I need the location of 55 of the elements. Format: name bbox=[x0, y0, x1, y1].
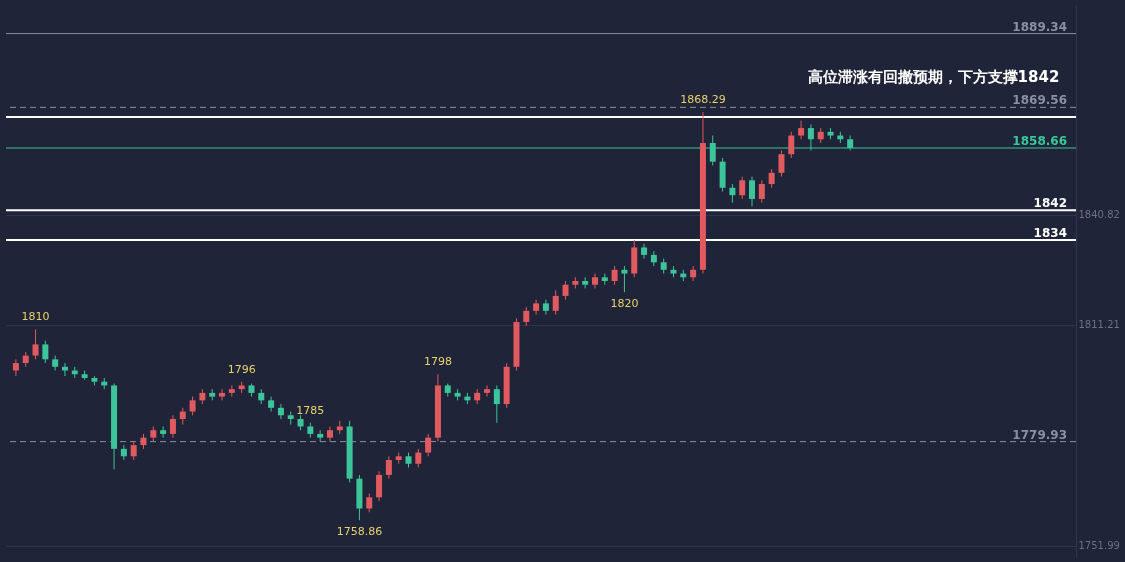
candlestick bbox=[326, 425, 333, 442]
candlestick bbox=[169, 414, 176, 439]
ref-line-label: 1889.34 bbox=[1012, 19, 1067, 34]
candlestick bbox=[768, 168, 775, 189]
candlestick bbox=[739, 176, 746, 200]
annotation: 1868.29 bbox=[680, 93, 726, 107]
ref-line-label: 1842 bbox=[1033, 196, 1067, 211]
candlestick bbox=[798, 120, 805, 140]
candlestick bbox=[160, 425, 167, 439]
annotation: 1810 bbox=[21, 310, 50, 324]
ref-line-label: 1869.56 bbox=[1012, 93, 1067, 108]
ref-line-label: 1858.66 bbox=[1012, 134, 1067, 148]
annotation: 1820 bbox=[610, 297, 639, 311]
y-tick-label: 1751.99 bbox=[1078, 540, 1120, 552]
candlestick bbox=[542, 299, 549, 316]
candlestick bbox=[385, 455, 392, 480]
annotation: 1785 bbox=[296, 403, 325, 417]
candlestick bbox=[268, 396, 275, 413]
y-tick-label: 1840.82 bbox=[1078, 209, 1120, 221]
candlestick bbox=[552, 289, 559, 316]
annotation: 1798 bbox=[423, 355, 452, 369]
candlestick bbox=[690, 265, 697, 282]
candlestick bbox=[61, 362, 68, 377]
candlestick bbox=[788, 131, 795, 159]
candlestick bbox=[621, 265, 628, 293]
candlestick bbox=[493, 384, 500, 424]
candlestick bbox=[415, 448, 422, 468]
candlestick bbox=[120, 444, 127, 461]
annotation: 1758.86 bbox=[336, 525, 383, 539]
candlestick bbox=[523, 306, 530, 327]
ref-line-label: 1779.93 bbox=[1012, 427, 1067, 442]
candlestick bbox=[758, 179, 765, 204]
text: 高位滞涨有回撤预期，下方支撑1842 bbox=[807, 68, 1060, 86]
annotation: 1796 bbox=[227, 362, 256, 376]
y-tick-label: 1811.21 bbox=[1078, 319, 1120, 331]
candlestick bbox=[12, 358, 19, 377]
candlestick bbox=[562, 280, 569, 301]
candlestick bbox=[425, 433, 432, 457]
candlestick bbox=[130, 440, 137, 461]
candlestick bbox=[277, 403, 284, 420]
candlestick bbox=[376, 470, 383, 502]
candlestick bbox=[611, 265, 618, 286]
ref-line-label: 1834 bbox=[1033, 225, 1067, 240]
candlestick bbox=[778, 149, 785, 178]
candlestick bbox=[189, 396, 196, 416]
candlestick bbox=[533, 299, 540, 316]
candlestick bbox=[650, 250, 657, 267]
candlestick bbox=[42, 340, 49, 364]
candlestick bbox=[32, 328, 39, 360]
candlestick bbox=[484, 384, 491, 398]
candlestick bbox=[749, 176, 756, 207]
candlestick bbox=[219, 388, 226, 401]
candlestick bbox=[641, 243, 648, 260]
candlestick bbox=[366, 493, 373, 513]
candlestick bbox=[729, 183, 736, 204]
